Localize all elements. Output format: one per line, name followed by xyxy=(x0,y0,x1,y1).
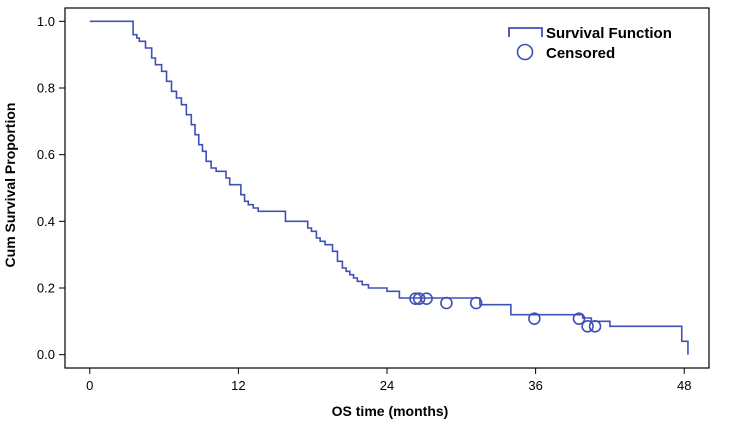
censored-marker xyxy=(572,312,586,325)
censored-marker xyxy=(581,320,594,333)
legend-survival-label: Survival Function xyxy=(546,25,672,42)
y-axis-title: Cum Survival Proportion xyxy=(2,103,18,268)
legend-survival-symbol xyxy=(508,27,543,37)
y-axis-ticks: 0.0 0.2 0.4 0.6 0.8 1.0 xyxy=(37,14,65,362)
censored-marker xyxy=(412,292,426,305)
censored-marker xyxy=(420,292,433,305)
legend-censored-label: Censored xyxy=(546,45,615,62)
censored-marker xyxy=(588,320,602,333)
plot-area-frame xyxy=(64,7,710,369)
censored-markers xyxy=(409,292,602,333)
y-tick-label: 0.0 xyxy=(37,347,55,362)
x-tick-label: 12 xyxy=(231,378,245,393)
y-tick-label: 0.4 xyxy=(37,214,55,229)
x-axis-title: OS time (months) xyxy=(332,403,449,419)
y-tick-label: 1.0 xyxy=(37,14,55,29)
survival-function-line xyxy=(89,20,689,355)
legend-censored-symbol xyxy=(516,43,534,61)
censored-marker xyxy=(440,296,453,310)
y-tick-label: 0.2 xyxy=(37,281,55,296)
legend: Survival Function Censored xyxy=(508,25,672,62)
y-tick-label: 0.6 xyxy=(37,147,55,162)
censored-marker xyxy=(528,312,541,325)
censored-marker xyxy=(469,296,483,310)
x-axis-ticks: 0 12 24 36 48 xyxy=(86,368,691,393)
x-tick-label: 0 xyxy=(86,378,93,393)
x-tick-label: 48 xyxy=(677,378,691,393)
x-tick-label: 36 xyxy=(528,378,542,393)
x-tick-label: 24 xyxy=(380,378,394,393)
y-tick-label: 0.8 xyxy=(37,81,55,96)
